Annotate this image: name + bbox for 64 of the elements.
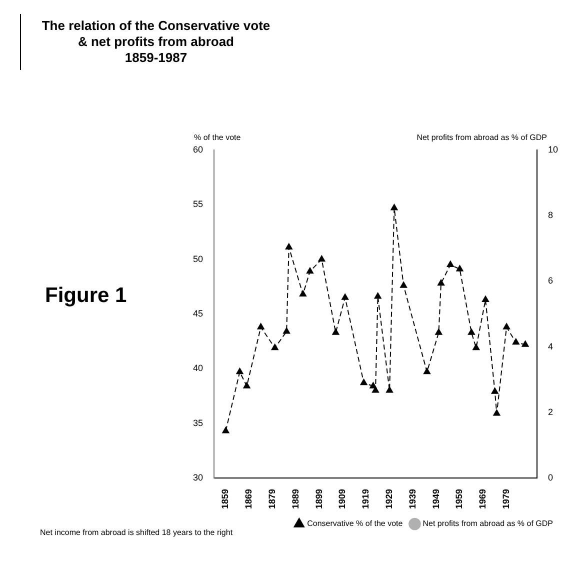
point xyxy=(374,292,382,299)
point xyxy=(522,340,529,347)
point xyxy=(271,344,278,350)
y2-tick-label: 4 xyxy=(548,341,554,352)
point xyxy=(236,368,244,374)
x-tick-label: 1959 xyxy=(454,488,464,510)
y2-tick-label: 6 xyxy=(548,276,554,286)
y-axis-title: % of the vote xyxy=(194,133,242,142)
point xyxy=(468,328,475,335)
x-tick-label: 1949 xyxy=(430,488,441,510)
x-tick-label: 1899 xyxy=(314,488,324,510)
point xyxy=(318,255,326,262)
x-tick-label: 1909 xyxy=(337,488,348,510)
x-tick-label: 1919 xyxy=(360,488,371,510)
x-tick-label: 1869 xyxy=(244,488,254,510)
x-tick-label: 1939 xyxy=(407,488,418,510)
point xyxy=(299,290,306,297)
legend-label: Net profits from abroad as % of GDP xyxy=(422,519,554,528)
x-tick-label: 1859 xyxy=(220,488,230,510)
y2-tick-label: 2 xyxy=(548,406,554,417)
point xyxy=(435,328,442,335)
point xyxy=(243,382,250,388)
point xyxy=(372,386,380,393)
point xyxy=(386,386,394,393)
point xyxy=(446,260,454,268)
y-tick-label: 50 xyxy=(192,254,204,264)
point xyxy=(472,344,480,350)
point xyxy=(493,409,500,416)
text: Net income from abroad is shifted 18 years to the right xyxy=(40,528,234,538)
point xyxy=(285,243,292,250)
y2-tick-label: 8 xyxy=(548,210,554,220)
point xyxy=(283,327,290,334)
x-tick-label: 1879 xyxy=(267,488,278,510)
point xyxy=(400,282,408,288)
point xyxy=(342,294,349,300)
point xyxy=(491,388,498,394)
y-tick-label: 60 xyxy=(192,144,204,154)
point xyxy=(257,323,264,330)
y2-tick-label: 10 xyxy=(548,144,558,154)
point xyxy=(423,368,431,374)
chart-title: The relation of the Conservative vote & net profits from abroad 1859-1987 xyxy=(20,14,291,70)
point xyxy=(306,267,314,274)
y2-axis-title: Net profits from abroad as % of GDP xyxy=(416,133,547,142)
legend-label: Conservative % of the vote xyxy=(307,519,404,528)
point xyxy=(390,204,398,210)
y-tick-label: 35 xyxy=(192,418,204,428)
y-tick-label: 40 xyxy=(192,363,204,374)
point xyxy=(360,378,368,386)
point xyxy=(512,338,520,345)
caption: Figure 1 xyxy=(45,284,127,308)
y-tick-label: 55 xyxy=(192,199,204,210)
point xyxy=(222,426,230,434)
y-tick-label: 30 xyxy=(192,472,204,482)
point xyxy=(456,265,464,272)
point xyxy=(482,296,490,302)
y-tick-label: 45 xyxy=(192,308,204,318)
x-tick-label: 1979 xyxy=(501,488,512,510)
x-tick-label: 1929 xyxy=(384,488,394,510)
y2-tick-label: 0 xyxy=(548,472,554,482)
x-tick-label: 1889 xyxy=(290,488,300,510)
x-tick-label: 1969 xyxy=(478,488,488,510)
point xyxy=(332,328,340,335)
point xyxy=(503,323,510,330)
point xyxy=(438,279,445,286)
